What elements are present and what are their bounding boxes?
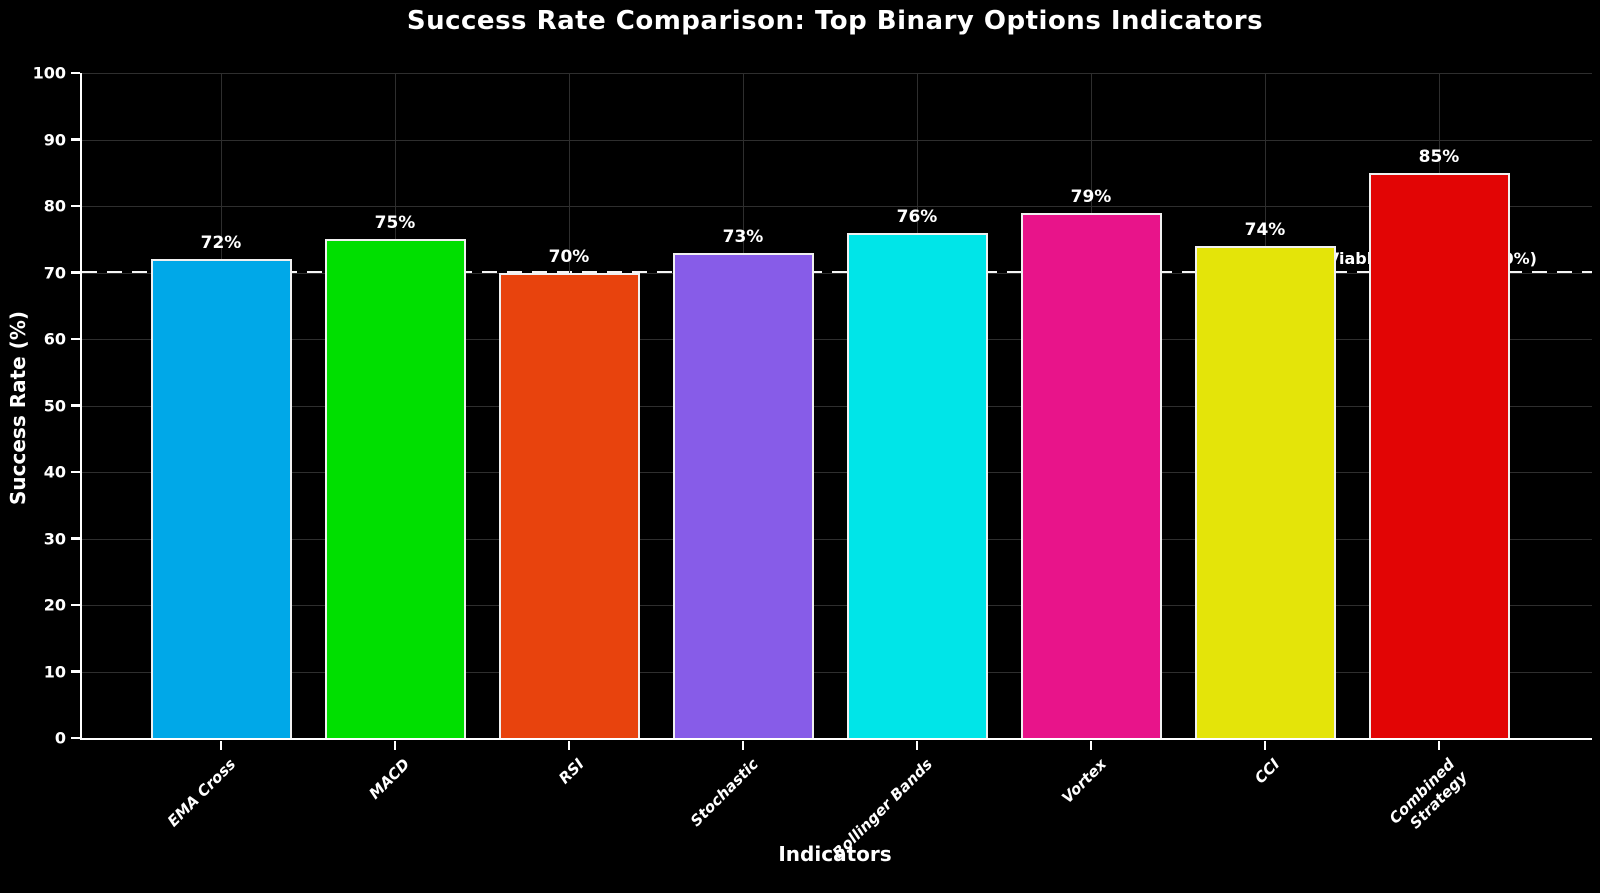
y-axis-tick-label: 90: [43, 130, 66, 149]
x-axis-tick-label: MACD: [365, 755, 414, 803]
y-axis-tick-label: 0: [54, 728, 66, 748]
y-axis-tick: [71, 603, 80, 607]
y-axis-tick: [71, 537, 80, 540]
bar-combined-strategy: [1368, 172, 1510, 738]
x-axis-tick-label: RSI: [555, 755, 588, 788]
x-axis-tick-label: CCI: [1251, 755, 1284, 788]
bar-value-label: 73%: [722, 226, 764, 247]
plot-area: Minimum Viable Threshold (70%) 010203040…: [33, 64, 1592, 862]
x-axis-tick: [219, 741, 223, 750]
y-axis-tick-label: 60: [43, 329, 66, 349]
bar-rsi: [498, 272, 640, 738]
y-axis-tick: [71, 404, 80, 407]
y-axis-tick: [71, 670, 80, 673]
bar-value-label: 79%: [1070, 186, 1112, 207]
bar-ema-cross: [150, 259, 292, 738]
bar-bollinger-bands: [846, 232, 988, 738]
y-axis-tick-label: 10: [43, 662, 66, 681]
bar-value-label: 76%: [896, 206, 938, 227]
x-axis-tick-label: EMA Cross: [164, 755, 240, 831]
x-axis-tick-label: Vortex: [1057, 755, 1110, 807]
bar-value-label: 75%: [374, 213, 416, 234]
y-axis-tick-label: 70: [43, 263, 66, 282]
gridline-horizontal: [82, 405, 1592, 407]
bar-value-label: 70%: [548, 246, 590, 267]
y-axis-tick: [71, 736, 80, 740]
y-axis-tick: [71, 204, 80, 208]
x-axis-tick: [1437, 741, 1441, 750]
bar-value-label: 72%: [200, 233, 242, 254]
y-axis-tick-label: 50: [43, 396, 66, 415]
bar-value-label: 74%: [1244, 219, 1286, 240]
x-axis-tick-label: Stochastic: [686, 755, 762, 831]
y-axis-tick: [71, 470, 80, 474]
bar-macd: [324, 239, 466, 738]
bar-cci: [1194, 245, 1336, 738]
x-axis-tick: [393, 741, 397, 750]
bar-vortex: [1020, 212, 1162, 738]
y-axis-tick-label: 30: [43, 529, 66, 548]
x-axis-title: Indicators: [778, 842, 892, 866]
y-axis-tick-label: 40: [43, 462, 66, 482]
bar-value-label: 85%: [1418, 146, 1460, 167]
x-axis-tick-label: Combined Strategy: [1385, 755, 1471, 833]
gridline-horizontal: [82, 73, 1592, 74]
gridline-horizontal: [82, 139, 1592, 141]
y-axis-tick-label: 100: [32, 63, 66, 83]
x-axis-tick: [741, 741, 745, 750]
chart-title: Success Rate Comparison: Top Binary Opti…: [406, 6, 1264, 36]
x-axis-tick: [1089, 741, 1093, 750]
gridline-horizontal: [82, 206, 1592, 207]
x-axis-tick: [915, 741, 919, 750]
y-axis-tick: [71, 271, 80, 274]
y-axis-tick-label: 20: [43, 595, 66, 615]
x-axis-tick: [567, 741, 571, 750]
y-axis-tick: [71, 71, 80, 75]
gridline-horizontal: [82, 605, 1592, 606]
y-axis-tick: [71, 337, 80, 341]
gridline-horizontal: [82, 272, 1592, 274]
gridline-horizontal: [82, 339, 1592, 340]
gridline-horizontal: [82, 472, 1592, 473]
y-axis-tick-label: 80: [43, 196, 66, 216]
bar-stochastic: [672, 252, 814, 738]
gridline-horizontal: [82, 671, 1592, 673]
gridline-horizontal: [82, 538, 1592, 540]
x-axis-tick: [1263, 741, 1267, 750]
y-axis-tick: [71, 138, 80, 141]
